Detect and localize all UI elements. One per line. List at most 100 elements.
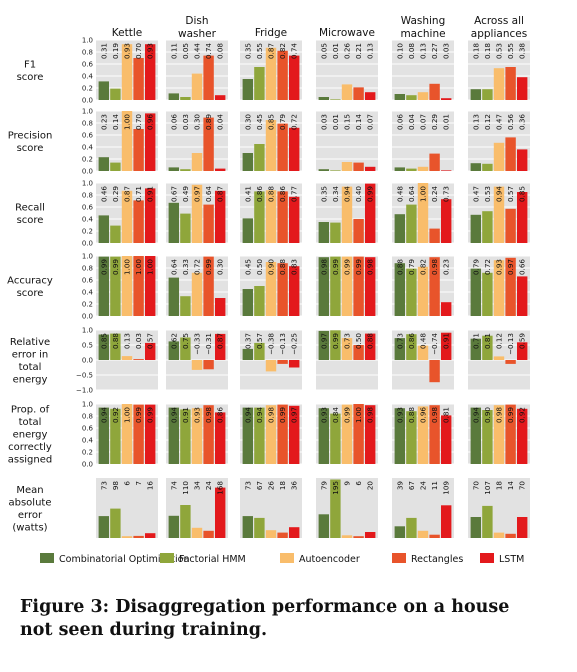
value-label-6-5-3: 14 xyxy=(506,481,515,491)
value-label-1-0-2: 1.00 xyxy=(123,114,132,130)
value-label-0-0-1: 0.19 xyxy=(111,43,120,59)
y-tick-0-4: 0.8 xyxy=(82,49,93,57)
bar-2-3-0 xyxy=(318,222,329,243)
value-label-4-0-3: 0.03 xyxy=(134,333,143,349)
value-label-5-4-0: 0.93 xyxy=(395,407,404,423)
figure-caption: Figure 3: Disaggregation performance on … xyxy=(20,596,565,642)
bar-1-3-1 xyxy=(330,170,341,171)
bar-0-2-0 xyxy=(242,79,253,100)
bar-2-3-3 xyxy=(353,219,364,243)
row-label-2-0: Recall xyxy=(15,202,45,213)
bar-3-1-4 xyxy=(215,298,226,316)
row-label-4-1: error in xyxy=(12,349,49,360)
bar-4-2-1 xyxy=(254,342,265,360)
value-label-2-1-0: 0.67 xyxy=(169,186,178,202)
value-label-4-3-0: 0.97 xyxy=(319,333,328,349)
bar-3-4-1 xyxy=(406,268,417,316)
value-label-4-4-2: 0.48 xyxy=(419,333,428,349)
y-tick-3-3: 0.6 xyxy=(82,277,94,285)
bar-6-5-2 xyxy=(493,532,505,538)
value-label-1-2-4: 0.72 xyxy=(290,114,299,130)
bar-2-0-4 xyxy=(145,188,156,243)
value-label-1-2-2: 0.85 xyxy=(267,114,276,130)
bar-6-2-3 xyxy=(277,532,288,538)
bar-0-0-2 xyxy=(121,44,133,100)
value-label-2-3-0: 0.35 xyxy=(319,186,328,202)
y-tick-1-4: 0.8 xyxy=(82,120,93,128)
value-label-5-4-2: 0.96 xyxy=(419,407,428,423)
value-label-1-1-2: 0.30 xyxy=(193,114,202,130)
y-tick-2-5: 1.0 xyxy=(82,180,93,188)
bar-2-4-1 xyxy=(406,204,417,243)
value-label-6-4-2: 24 xyxy=(419,481,428,491)
value-label-5-1-1: 0.91 xyxy=(181,407,190,423)
bar-0-2-2 xyxy=(265,47,277,100)
value-label-2-2-3: 0.86 xyxy=(278,186,287,202)
value-label-2-3-1: 0.34 xyxy=(331,186,340,202)
bar-4-2-4 xyxy=(289,360,300,368)
bar-1-2-1 xyxy=(254,144,265,171)
row-label-6-1: absolute xyxy=(9,497,52,508)
y-tick-4-4: 1.0 xyxy=(82,327,93,335)
bar-6-0-3 xyxy=(133,535,144,538)
bar-2-4-2 xyxy=(417,183,429,243)
value-label-6-1-4: 168 xyxy=(216,481,225,495)
bar-2-1-0 xyxy=(168,202,179,243)
value-label-1-0-1: 0.14 xyxy=(111,114,120,130)
value-label-4-0-4: 0.57 xyxy=(146,333,155,349)
value-label-2-4-0: 0.48 xyxy=(395,186,404,202)
value-label-4-5-1: 0.81 xyxy=(483,333,492,349)
value-label-2-4-4: 0.73 xyxy=(442,186,451,202)
value-label-4-0-0: 0.85 xyxy=(99,333,108,349)
bar-5-2-0 xyxy=(242,407,253,464)
bar-2-1-2 xyxy=(191,184,203,243)
row-label-5-2: energy xyxy=(13,430,48,441)
bar-4-1-1 xyxy=(180,337,191,360)
value-label-0-2-0: 0.35 xyxy=(243,43,252,59)
value-label-5-2-4: 0.97 xyxy=(290,407,299,423)
bar-3-4-3 xyxy=(429,257,440,316)
bar-2-5-0 xyxy=(470,214,481,243)
value-label-4-0-1: 0.88 xyxy=(111,333,120,349)
legend-swatch-1 xyxy=(160,553,174,563)
bar-5-0-0 xyxy=(98,407,109,464)
bar-0-5-1 xyxy=(482,89,493,100)
bar-0-1-1 xyxy=(180,97,191,100)
value-label-1-3-4: 0.07 xyxy=(366,114,375,130)
y-tick-2-4: 0.8 xyxy=(82,192,93,200)
bar-1-5-0 xyxy=(470,163,481,171)
value-label-5-4-4: 0.81 xyxy=(442,407,451,423)
y-tick-0-3: 0.6 xyxy=(82,61,94,69)
value-label-3-2-4: 0.83 xyxy=(290,259,299,275)
bar-6-4-1 xyxy=(406,517,417,538)
y-tick-0-2: 0.4 xyxy=(82,73,94,81)
value-label-3-2-3: 0.88 xyxy=(278,259,287,275)
y-tick-1-2: 0.4 xyxy=(82,144,94,152)
bar-0-0-1 xyxy=(110,88,121,100)
bar-0-3-0 xyxy=(318,97,329,100)
y-tick-0-1: 0.2 xyxy=(82,85,93,93)
y-tick-3-0: 0.0 xyxy=(82,313,93,321)
row-label-3-0: Accuracy xyxy=(7,275,53,286)
bar-1-3-2 xyxy=(341,162,353,171)
bar-6-2-4 xyxy=(289,527,300,538)
bar-0-4-4 xyxy=(441,98,452,100)
bar-3-1-0 xyxy=(168,277,179,316)
y-tick-0-5: 1.0 xyxy=(82,37,93,45)
bar-1-1-4 xyxy=(215,168,226,171)
value-label-1-2-1: 0.45 xyxy=(255,114,264,130)
bar-4-3-3 xyxy=(353,345,364,360)
value-label-2-1-4: 0.87 xyxy=(216,186,225,202)
y-tick-2-0: 0.0 xyxy=(82,240,93,248)
bar-1-3-3 xyxy=(353,162,364,171)
y-tick-3-4: 0.8 xyxy=(82,265,93,273)
row-label-4-0: Relative xyxy=(10,337,50,348)
value-label-5-3-3: 1.00 xyxy=(354,407,363,423)
value-label-5-1-4: 0.86 xyxy=(216,407,225,423)
value-label-6-5-2: 18 xyxy=(495,481,504,491)
value-label-0-3-2: 0.26 xyxy=(343,43,352,59)
value-label-4-2-1: 0.57 xyxy=(255,333,264,349)
bar-3-2-3 xyxy=(277,263,288,316)
bar-1-5-1 xyxy=(482,163,493,171)
